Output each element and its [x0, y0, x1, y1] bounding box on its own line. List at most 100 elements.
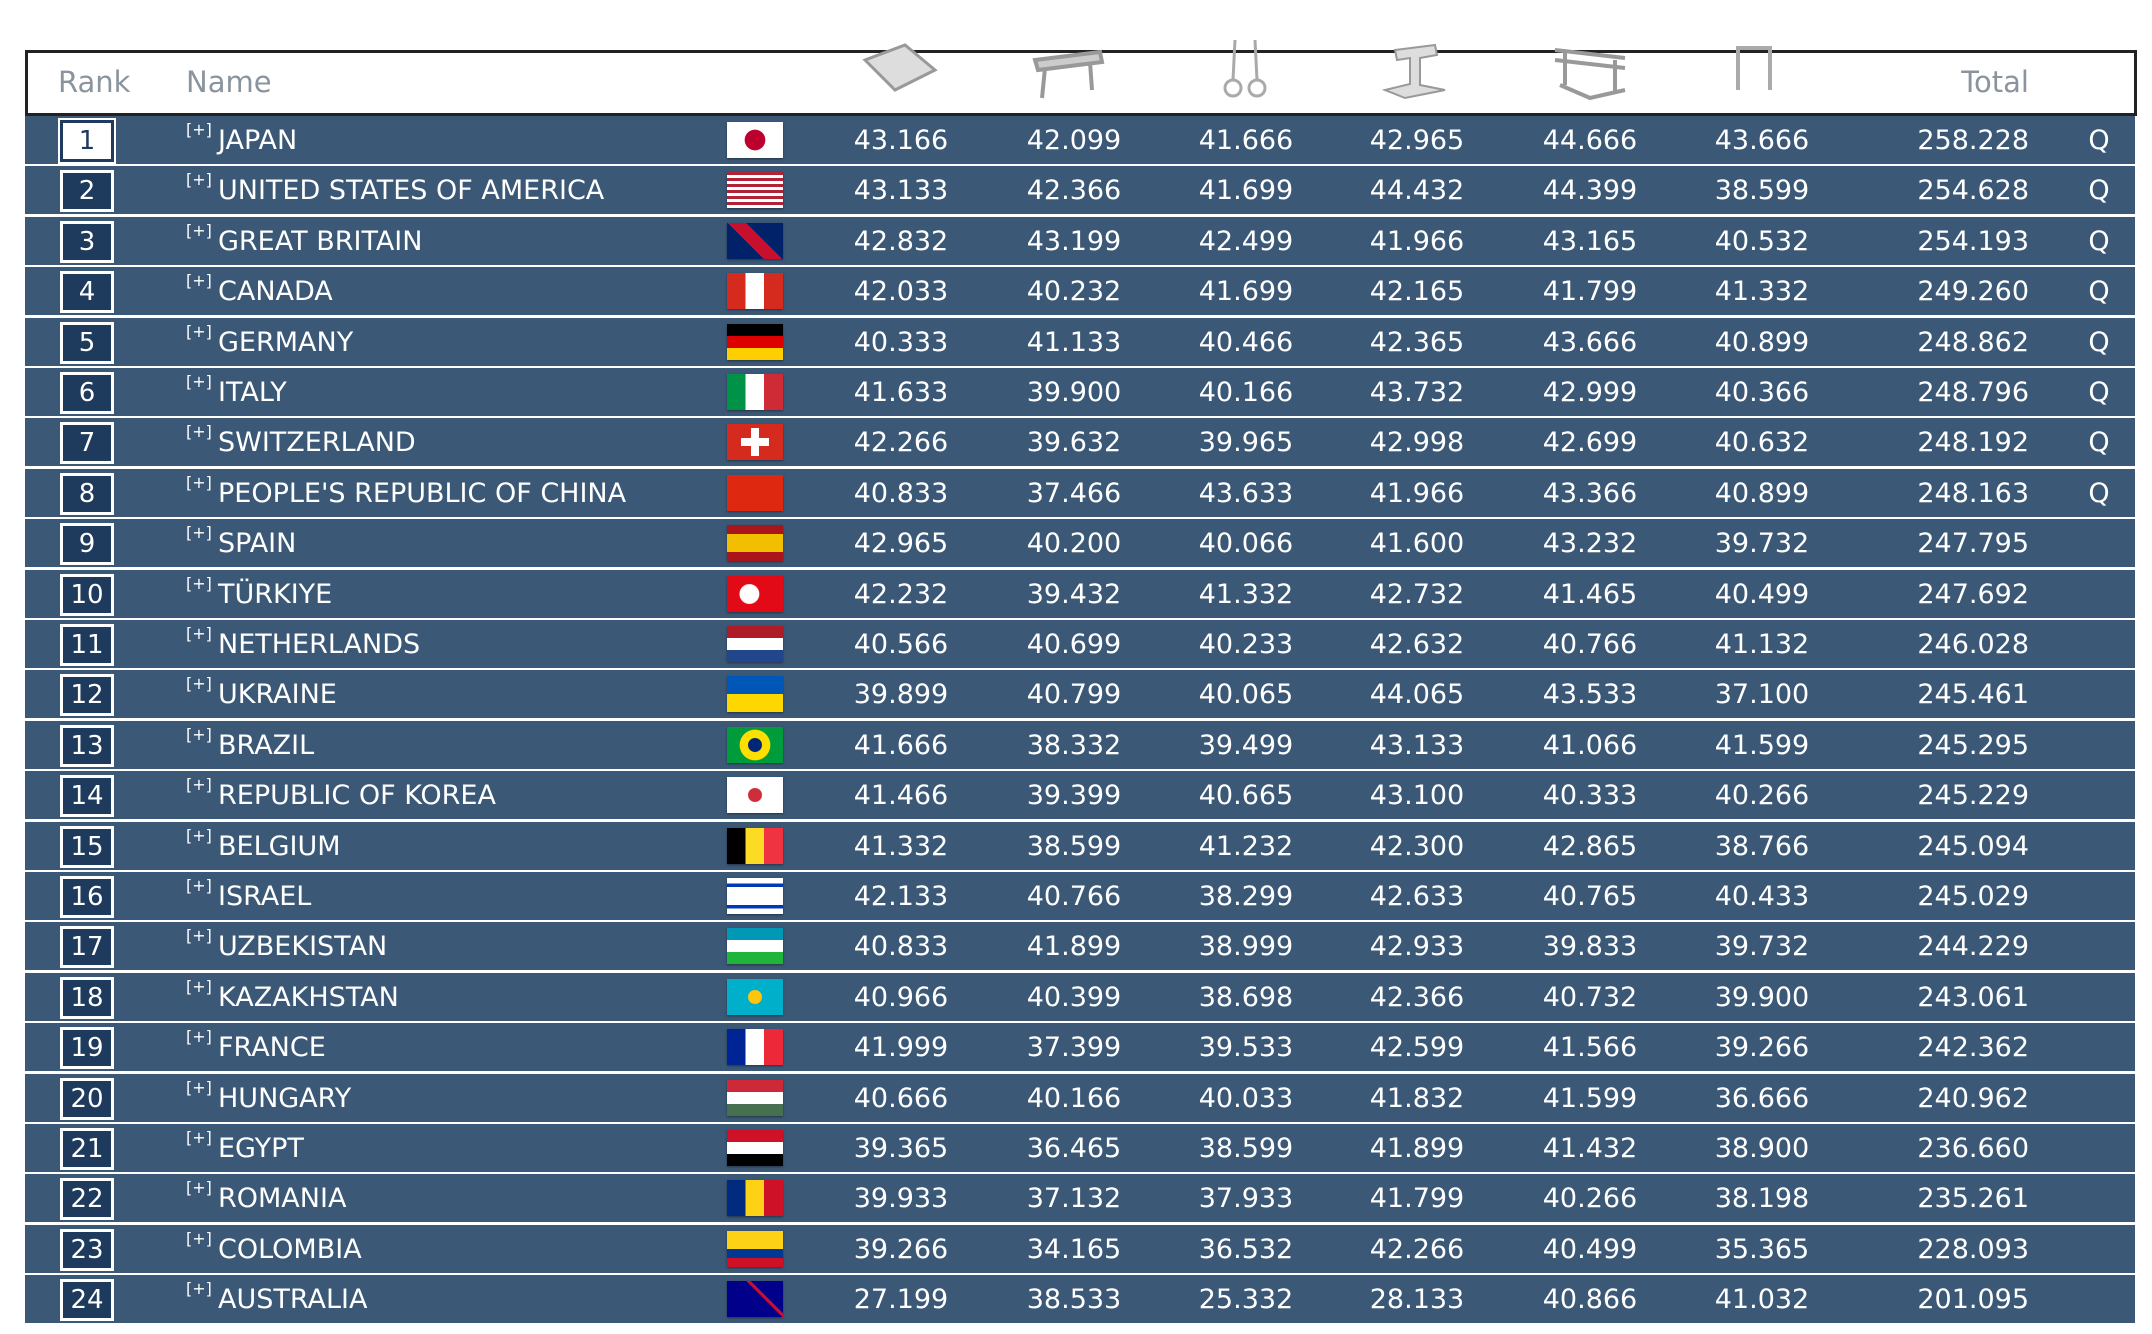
- score: 42.099: [1026, 125, 1122, 156]
- rank: 4: [60, 271, 114, 314]
- score: 39.266: [1714, 1032, 1810, 1064]
- flag: [727, 374, 783, 410]
- expander[interactable]: [+]: [186, 926, 212, 946]
- table-row: 14 [+] REPUBLIC OF KOREA 41.466 39.399 40.665…: [25, 771, 2135, 820]
- country-name: ITALY: [218, 377, 287, 408]
- score: 43.666: [1714, 125, 1810, 156]
- total: 244.229: [1917, 931, 2029, 963]
- country-name: REPUBLIC OF KOREA: [218, 780, 496, 812]
- table-row: 11 [+] NETHERLANDS 40.566 40.699 40.233 42.632…: [25, 620, 2135, 668]
- score: 42.933: [1369, 931, 1465, 963]
- score: 41.799: [1369, 1183, 1465, 1215]
- expander[interactable]: [+]: [186, 624, 212, 643]
- expander[interactable]: [+]: [186, 372, 212, 391]
- score: 43.732: [1369, 377, 1465, 408]
- score: 40.766: [1026, 881, 1122, 912]
- score: 38.599: [1198, 1133, 1294, 1164]
- header-name: Name: [186, 65, 272, 99]
- rank: 5: [60, 321, 114, 364]
- expander[interactable]: [+]: [186, 1228, 212, 1248]
- total: 243.061: [1917, 981, 2029, 1013]
- country-name: EGYPT: [218, 1133, 304, 1164]
- expander[interactable]: [+]: [186, 1128, 212, 1147]
- country-name: AUSTRALIA: [218, 1284, 368, 1316]
- country-name: ROMANIA: [218, 1183, 347, 1215]
- rank: 24: [60, 1279, 114, 1322]
- table-row: 10 [+] TÜRKIYE 42.232 39.432 41.332 42.732 41.4…: [25, 569, 2135, 618]
- flag: [727, 676, 783, 713]
- expander[interactable]: [+]: [186, 775, 212, 795]
- pbars-icon: [1554, 48, 1626, 100]
- flag: [727, 323, 783, 360]
- expander[interactable]: [+]: [186, 220, 212, 240]
- score: 41.332: [1714, 276, 1810, 308]
- country-name: BELGIUM: [218, 830, 341, 862]
- expander[interactable]: [+]: [186, 876, 212, 895]
- expander[interactable]: [+]: [186, 1178, 212, 1198]
- total: 245.461: [1917, 679, 2029, 711]
- expander[interactable]: [+]: [186, 472, 212, 492]
- score: 41.633: [853, 377, 949, 408]
- rank: 17: [60, 926, 114, 969]
- table-row: 21 [+] EGYPT 39.365 36.465 38.599 41.899 41.432…: [25, 1124, 2135, 1172]
- qualifier: Q: [2088, 225, 2110, 257]
- expander[interactable]: [+]: [186, 1027, 212, 1047]
- score: 40.632: [1714, 427, 1810, 459]
- score: 41.699: [1198, 175, 1294, 207]
- flag: [727, 222, 783, 259]
- total: 258.228: [1917, 125, 2029, 156]
- score: 40.499: [1714, 578, 1810, 610]
- score: 43.666: [1542, 326, 1638, 358]
- expander[interactable]: [+]: [186, 724, 212, 744]
- total: 245.029: [1917, 881, 2029, 912]
- total: 248.163: [1917, 477, 2029, 509]
- total: 248.862: [1917, 326, 2029, 358]
- score: 43.133: [853, 175, 949, 207]
- expander[interactable]: [+]: [186, 825, 212, 845]
- score: 42.632: [1369, 629, 1465, 660]
- qualifier: Q: [2088, 175, 2110, 207]
- expander[interactable]: [+]: [186, 976, 212, 996]
- expander[interactable]: [+]: [186, 170, 212, 190]
- expander[interactable]: [+]: [186, 1279, 212, 1299]
- expander[interactable]: [+]: [186, 321, 212, 341]
- total: 254.628: [1917, 175, 2029, 207]
- expander[interactable]: [+]: [186, 120, 212, 139]
- score: 41.966: [1369, 477, 1465, 509]
- score: 38.198: [1714, 1183, 1810, 1215]
- expander[interactable]: [+]: [186, 1077, 212, 1097]
- score: 42.232: [853, 578, 949, 610]
- country-name: UZBEKISTAN: [218, 931, 388, 963]
- rank: 7: [60, 422, 114, 465]
- country-name: GERMANY: [218, 326, 354, 358]
- score: 27.199: [853, 1284, 949, 1316]
- flag: [727, 525, 783, 562]
- score: 40.433: [1714, 881, 1810, 912]
- expander[interactable]: [+]: [186, 573, 212, 593]
- flag: [727, 777, 783, 814]
- score: 40.499: [1542, 1233, 1638, 1265]
- expander[interactable]: [+]: [186, 674, 212, 694]
- expander[interactable]: [+]: [186, 422, 212, 442]
- score: 39.432: [1026, 578, 1122, 610]
- score: 40.966: [853, 981, 949, 1013]
- flag: [727, 172, 783, 209]
- score: 40.232: [1026, 276, 1122, 308]
- score: 40.066: [1198, 528, 1294, 560]
- country-name: JAPAN: [218, 125, 298, 156]
- expander[interactable]: [+]: [186, 271, 212, 291]
- expander[interactable]: [+]: [186, 523, 212, 543]
- score: 42.165: [1369, 276, 1465, 308]
- rank: 23: [60, 1228, 114, 1271]
- country-name: FRANCE: [218, 1032, 326, 1064]
- table-row: 9 [+] SPAIN 42.965 40.200 40.066 41.600 43.232 3…: [25, 519, 2135, 568]
- score: 36.666: [1714, 1082, 1810, 1114]
- score: 37.132: [1026, 1183, 1122, 1215]
- score: 41.666: [1198, 125, 1294, 156]
- score: 43.366: [1542, 477, 1638, 509]
- country-name: PEOPLE'S REPUBLIC OF CHINA: [218, 477, 627, 509]
- score: 42.732: [1369, 578, 1465, 610]
- score: 44.666: [1542, 125, 1638, 156]
- flag: [727, 928, 783, 965]
- table-row: 24 [+] AUSTRALIA 27.199 38.533 25.332 28.133 40…: [25, 1275, 2135, 1324]
